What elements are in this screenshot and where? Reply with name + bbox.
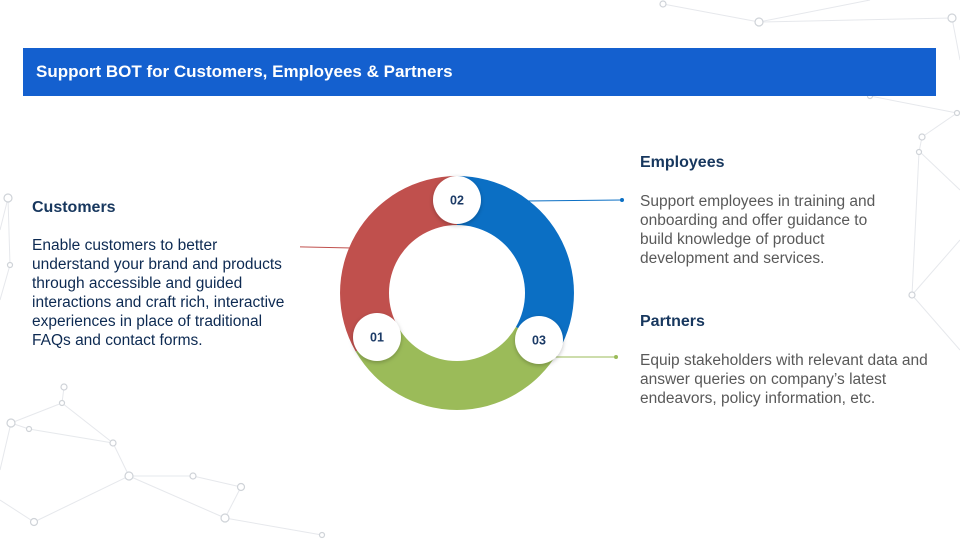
support-bot-donut-diagram: 02 01 03 xyxy=(300,176,624,410)
customers-description: Enable customers to better understand yo… xyxy=(32,237,285,349)
customers-connector xyxy=(300,246,353,249)
employees-connector-dot xyxy=(620,198,624,202)
partners-connector-dot xyxy=(614,355,618,359)
partners-description: Equip stakeholders with relevant data an… xyxy=(640,352,928,407)
employees-heading: Employees xyxy=(640,154,725,171)
partners-number-badge: 03 xyxy=(515,316,563,364)
page-title: Support BOT for Customers, Employees & P… xyxy=(36,62,453,81)
customers-heading: Customers xyxy=(32,199,116,216)
employees-number-badge: 02 xyxy=(433,176,481,224)
employees-number: 02 xyxy=(450,194,464,208)
title-bar xyxy=(23,48,936,96)
employees-connector xyxy=(525,199,623,202)
customers-number-badge: 01 xyxy=(353,313,401,361)
employees-segment xyxy=(457,176,574,352)
partners-segment xyxy=(355,327,559,410)
partners-number: 03 xyxy=(532,334,546,348)
customers-segment xyxy=(340,176,457,352)
partners-heading: Partners xyxy=(640,313,705,330)
connector-lines xyxy=(300,198,624,359)
employees-description: Support employees in training and onboar… xyxy=(640,193,876,267)
customers-number: 01 xyxy=(370,331,384,345)
